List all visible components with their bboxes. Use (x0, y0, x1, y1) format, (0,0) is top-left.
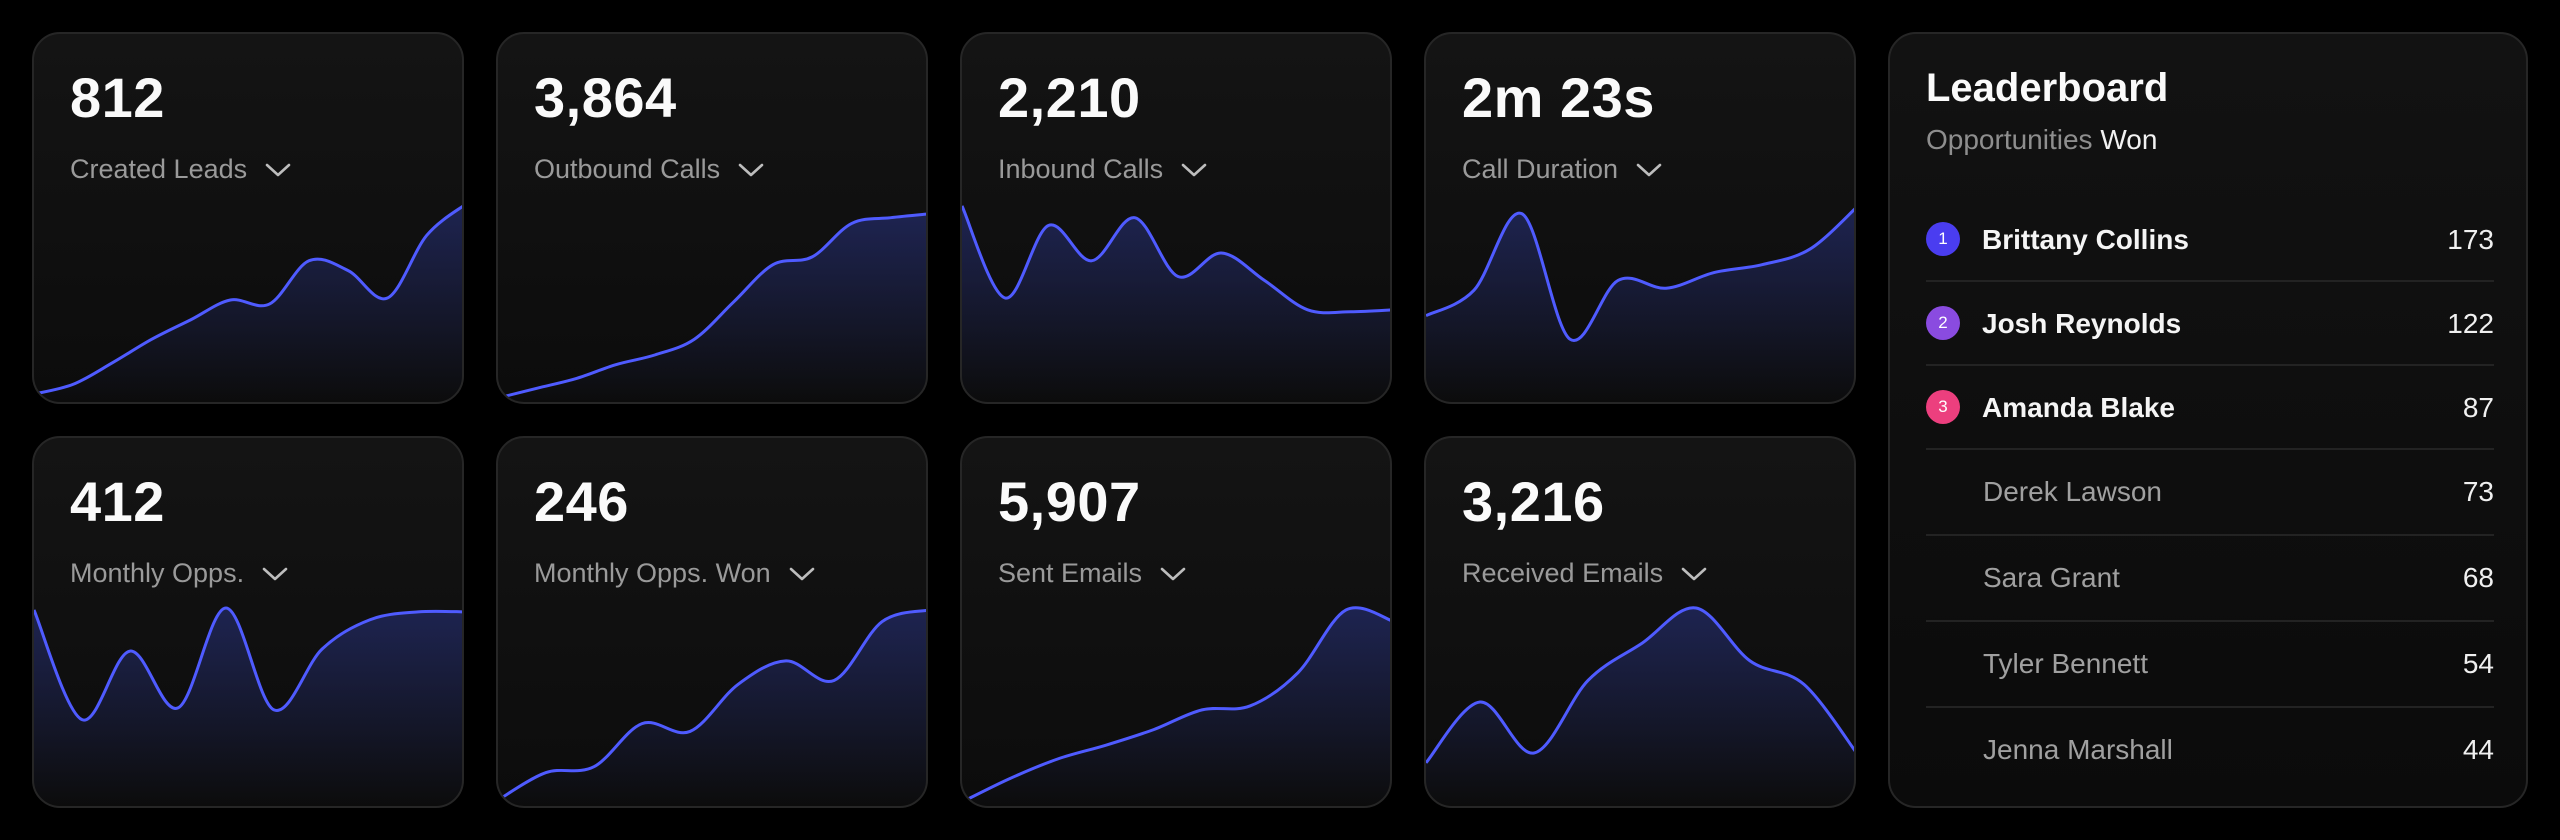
chevron-down-icon[interactable] (1636, 162, 1662, 178)
metric-value: 2,210 (998, 66, 1141, 129)
leaderboard-value: 68 (2462, 562, 2494, 593)
leaderboard-row[interactable]: Sara Grant 68 (1926, 536, 2494, 622)
leaderboard-name: Tyler Bennett (1983, 648, 2148, 679)
sparkline-area (1426, 607, 1854, 806)
sparkline-line (34, 205, 462, 396)
sparkline-chart (498, 212, 926, 402)
leaderboard-value: 54 (2462, 648, 2494, 679)
metric-card-monthly-opps[interactable]: 412 Monthly Opps. (32, 436, 464, 808)
leaderboard-subtitle-strong: Won (2100, 124, 2158, 155)
metric-card-received-emails[interactable]: 3,216 Received Emails (1424, 436, 1856, 808)
chevron-down-icon[interactable] (789, 566, 815, 582)
leaderboard-title: Leaderboard (1926, 66, 2169, 110)
sparkline-chart (962, 205, 1390, 402)
metric-card-outbound-calls[interactable]: 3,864 Outbound Calls (496, 32, 928, 404)
metric-card-sent-emails[interactable]: 5,907 Sent Emails (960, 436, 1392, 808)
metric-label: Inbound Calls (998, 154, 1164, 184)
metric-label: Call Duration (1462, 154, 1619, 184)
sparkline-area (962, 205, 1390, 402)
leaderboard-value: 122 (2447, 308, 2494, 339)
leaderboard-name: Josh Reynolds (1982, 308, 2182, 339)
leaderboard-row[interactable]: 2 Josh Reynolds 122 (1926, 282, 2494, 366)
leaderboard-name: Jenna Marshall (1983, 734, 2173, 765)
leaderboard-list: 1 Brittany Collins 173 2 Josh Reynolds 1… (1926, 198, 2494, 794)
chevron-down-icon[interactable] (738, 162, 764, 178)
sparkline-line (498, 212, 926, 400)
sparkline-line (34, 606, 462, 722)
leaderboard-row[interactable]: Tyler Bennett 54 (1926, 622, 2494, 708)
metric-card-call-duration[interactable]: 2m 23s Call Duration (1424, 32, 1856, 404)
metric-selector[interactable]: Monthly Opps. (70, 560, 288, 587)
leaderboard-name: Derek Lawson (1983, 476, 2162, 507)
leaderboard-subtitle: Opportunities Won (1926, 126, 2157, 154)
metric-selector[interactable]: Inbound Calls (998, 156, 1207, 183)
sparkline-line (962, 205, 1390, 315)
metric-label: Monthly Opps. (70, 558, 245, 588)
metric-value: 5,907 (998, 470, 1141, 533)
metric-selector[interactable]: Sent Emails (998, 560, 1186, 587)
leaderboard-row[interactable]: Derek Lawson 73 (1926, 450, 2494, 536)
metric-selector[interactable]: Monthly Opps. Won (534, 560, 815, 587)
metric-selector[interactable]: Call Duration (1462, 156, 1662, 183)
sparkline-chart (962, 606, 1390, 806)
leaderboard-name: Amanda Blake (1982, 392, 2175, 423)
leaderboard-row[interactable]: 3 Amanda Blake 87 (1926, 366, 2494, 450)
sparkline-area (34, 206, 462, 402)
chevron-down-icon[interactable] (1160, 566, 1186, 582)
metric-label: Outbound Calls (534, 154, 721, 184)
metric-card-monthly-opps-won[interactable]: 246 Monthly Opps. Won (496, 436, 928, 808)
chevron-down-icon[interactable] (265, 162, 291, 178)
sparkline-chart (34, 205, 462, 402)
metric-label: Sent Emails (998, 558, 1143, 588)
sparkline-line (498, 609, 926, 802)
rank-badge: 3 (1926, 390, 1960, 424)
sparkline-chart (498, 609, 926, 806)
chevron-down-icon[interactable] (1181, 162, 1207, 178)
leaderboard-subtitle-muted: Opportunities (1926, 124, 2093, 155)
metric-value: 246 (534, 470, 629, 533)
sparkline-area (34, 607, 462, 806)
metric-label: Monthly Opps. Won (534, 558, 771, 588)
sparkline-chart (1426, 606, 1854, 806)
metric-value: 412 (70, 470, 165, 533)
metric-card-created-leads[interactable]: 812 Created Leads (32, 32, 464, 404)
metric-label: Created Leads (70, 154, 248, 184)
sparkline-line (1426, 606, 1854, 764)
chevron-down-icon[interactable] (1681, 566, 1707, 582)
sparkline-line (1426, 207, 1854, 343)
leaderboard-value: 73 (2462, 476, 2494, 507)
sparkline-line (962, 606, 1390, 804)
metric-value: 2m 23s (1462, 66, 1655, 129)
leaderboard-panel: Leaderboard Opportunities Won 1 Brittany… (1888, 32, 2528, 808)
sparkline-area (1426, 209, 1854, 402)
leaderboard-value: 87 (2462, 392, 2494, 423)
leaderboard-row[interactable]: Jenna Marshall 44 (1926, 708, 2494, 794)
leaderboard-value: 44 (2462, 734, 2494, 765)
metric-value: 812 (70, 66, 165, 129)
chevron-down-icon[interactable] (262, 566, 288, 582)
leaderboard-value: 173 (2447, 224, 2494, 255)
metric-value: 3,864 (534, 66, 677, 129)
leaderboard-name: Brittany Collins (1982, 224, 2189, 255)
metric-selector[interactable]: Created Leads (70, 156, 291, 183)
rank-badge: 2 (1926, 306, 1960, 340)
metric-card-inbound-calls[interactable]: 2,210 Inbound Calls (960, 32, 1392, 404)
sparkline-area (498, 214, 926, 402)
leaderboard-row[interactable]: 1 Brittany Collins 173 (1926, 198, 2494, 282)
metric-value: 3,216 (1462, 470, 1605, 533)
metric-selector[interactable]: Received Emails (1462, 560, 1707, 587)
leaderboard-name: Sara Grant (1983, 562, 2120, 593)
metric-label: Received Emails (1462, 558, 1664, 588)
metric-selector[interactable]: Outbound Calls (534, 156, 764, 183)
rank-badge: 1 (1926, 222, 1960, 256)
sparkline-chart (1426, 207, 1854, 402)
sparkline-area (962, 607, 1390, 806)
sparkline-area (498, 610, 926, 806)
sparkline-chart (34, 606, 462, 806)
